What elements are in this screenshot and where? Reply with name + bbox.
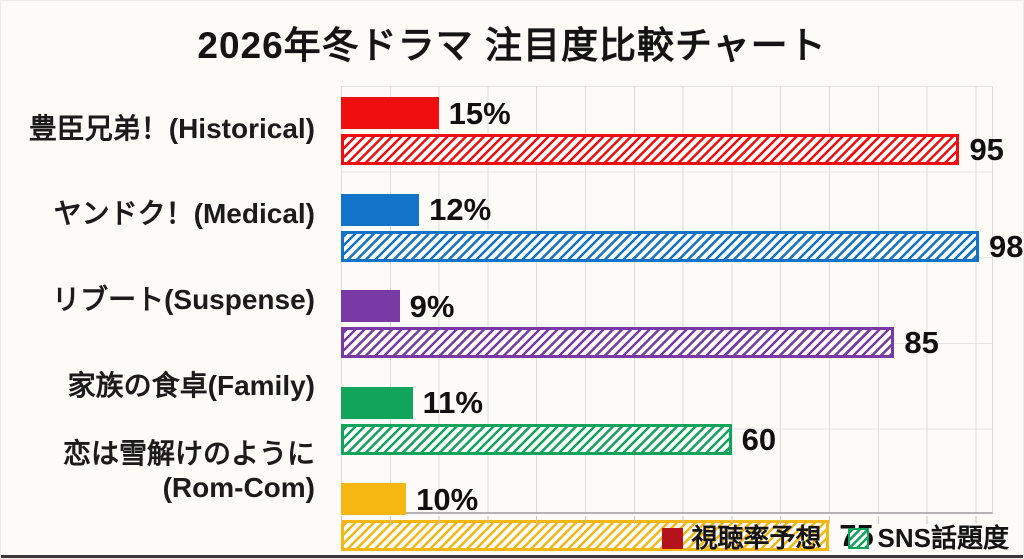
plot-area: 15% 95 12% 98 9% 85 11% 60 10%75 (341, 86, 1023, 552)
bottom-edge-line (1, 555, 1023, 558)
sns-bar-row: 60 (341, 421, 992, 457)
bar-group: 9% 85 (341, 290, 992, 376)
ratings-bar (341, 193, 420, 226)
sns-bar-row: 95 (341, 134, 1004, 165)
bar-group: 10%75 (341, 481, 992, 558)
bar-value-label: 98 (988, 228, 1024, 264)
legend-entry-sns: SNS話題度 (847, 523, 1009, 553)
ratings-bar (341, 290, 400, 323)
bar-value-label: 10% (416, 481, 479, 517)
bar-group: 15% 95 (341, 97, 1004, 183)
chart-title: 2026年冬ドラマ 注目度比較チャート (197, 25, 827, 66)
bar-value-label: 85 (904, 325, 939, 361)
bar-value-label: 60 (741, 421, 777, 457)
legend: 視聴率予想 SNS話題度 (661, 523, 1009, 553)
bar-value-label: 12% (429, 192, 492, 228)
sns-bar-row: 98 (341, 230, 1023, 262)
sns-bar (341, 134, 960, 165)
sns-bar (341, 230, 979, 262)
ratings-bar (341, 97, 439, 129)
x-axis-ticks (341, 516, 994, 524)
category-label: 豊臣兄弟！(Historical) (28, 112, 315, 144)
bar-value-label: 15% (448, 95, 511, 131)
ratings-bar-row: 15% (341, 97, 992, 129)
bar-group: 11% 60 (341, 385, 992, 473)
sns-bar-row: 75 (341, 520, 992, 552)
bar-value-label: 11% (422, 385, 483, 421)
legend-label-ratings: 視聴率予想 (691, 523, 822, 553)
category-label: リブート(Suspense) (52, 283, 315, 315)
sns-bar (341, 520, 830, 552)
sns-bar-row: 85 (341, 325, 992, 361)
ratings-bar (341, 386, 413, 419)
ratings-bar-row: 9% (341, 288, 992, 324)
sns-bar (341, 327, 895, 359)
legend-hatched-swatch-icon (847, 527, 869, 549)
ratings-bar (341, 483, 407, 516)
ratings-bar-row: 10% (341, 481, 992, 517)
sns-bar (341, 423, 732, 455)
ratings-bar-row: 11% (341, 385, 992, 421)
legend-label-sns: SNS話題度 (877, 523, 1009, 553)
ratings-bar-row: 12% (341, 192, 992, 228)
legend-solid-swatch-icon (661, 527, 683, 549)
category-label: ヤンドク！(Medical) (53, 198, 315, 230)
bar-value-label: 95 (969, 132, 1004, 167)
category-label: 家族の食卓(Family) (67, 369, 315, 401)
bar-value-label: 9% (409, 288, 455, 324)
bar-group: 12% 98 (341, 192, 1023, 280)
legend-entry-ratings: 視聴率予想 (661, 523, 822, 553)
category-label: 恋は雪解けのように (Rom-Com) (62, 438, 315, 504)
category-labels: 豊臣兄弟！(Historical) ヤンドク！(Medical) リブート(Susp… (1, 86, 329, 514)
